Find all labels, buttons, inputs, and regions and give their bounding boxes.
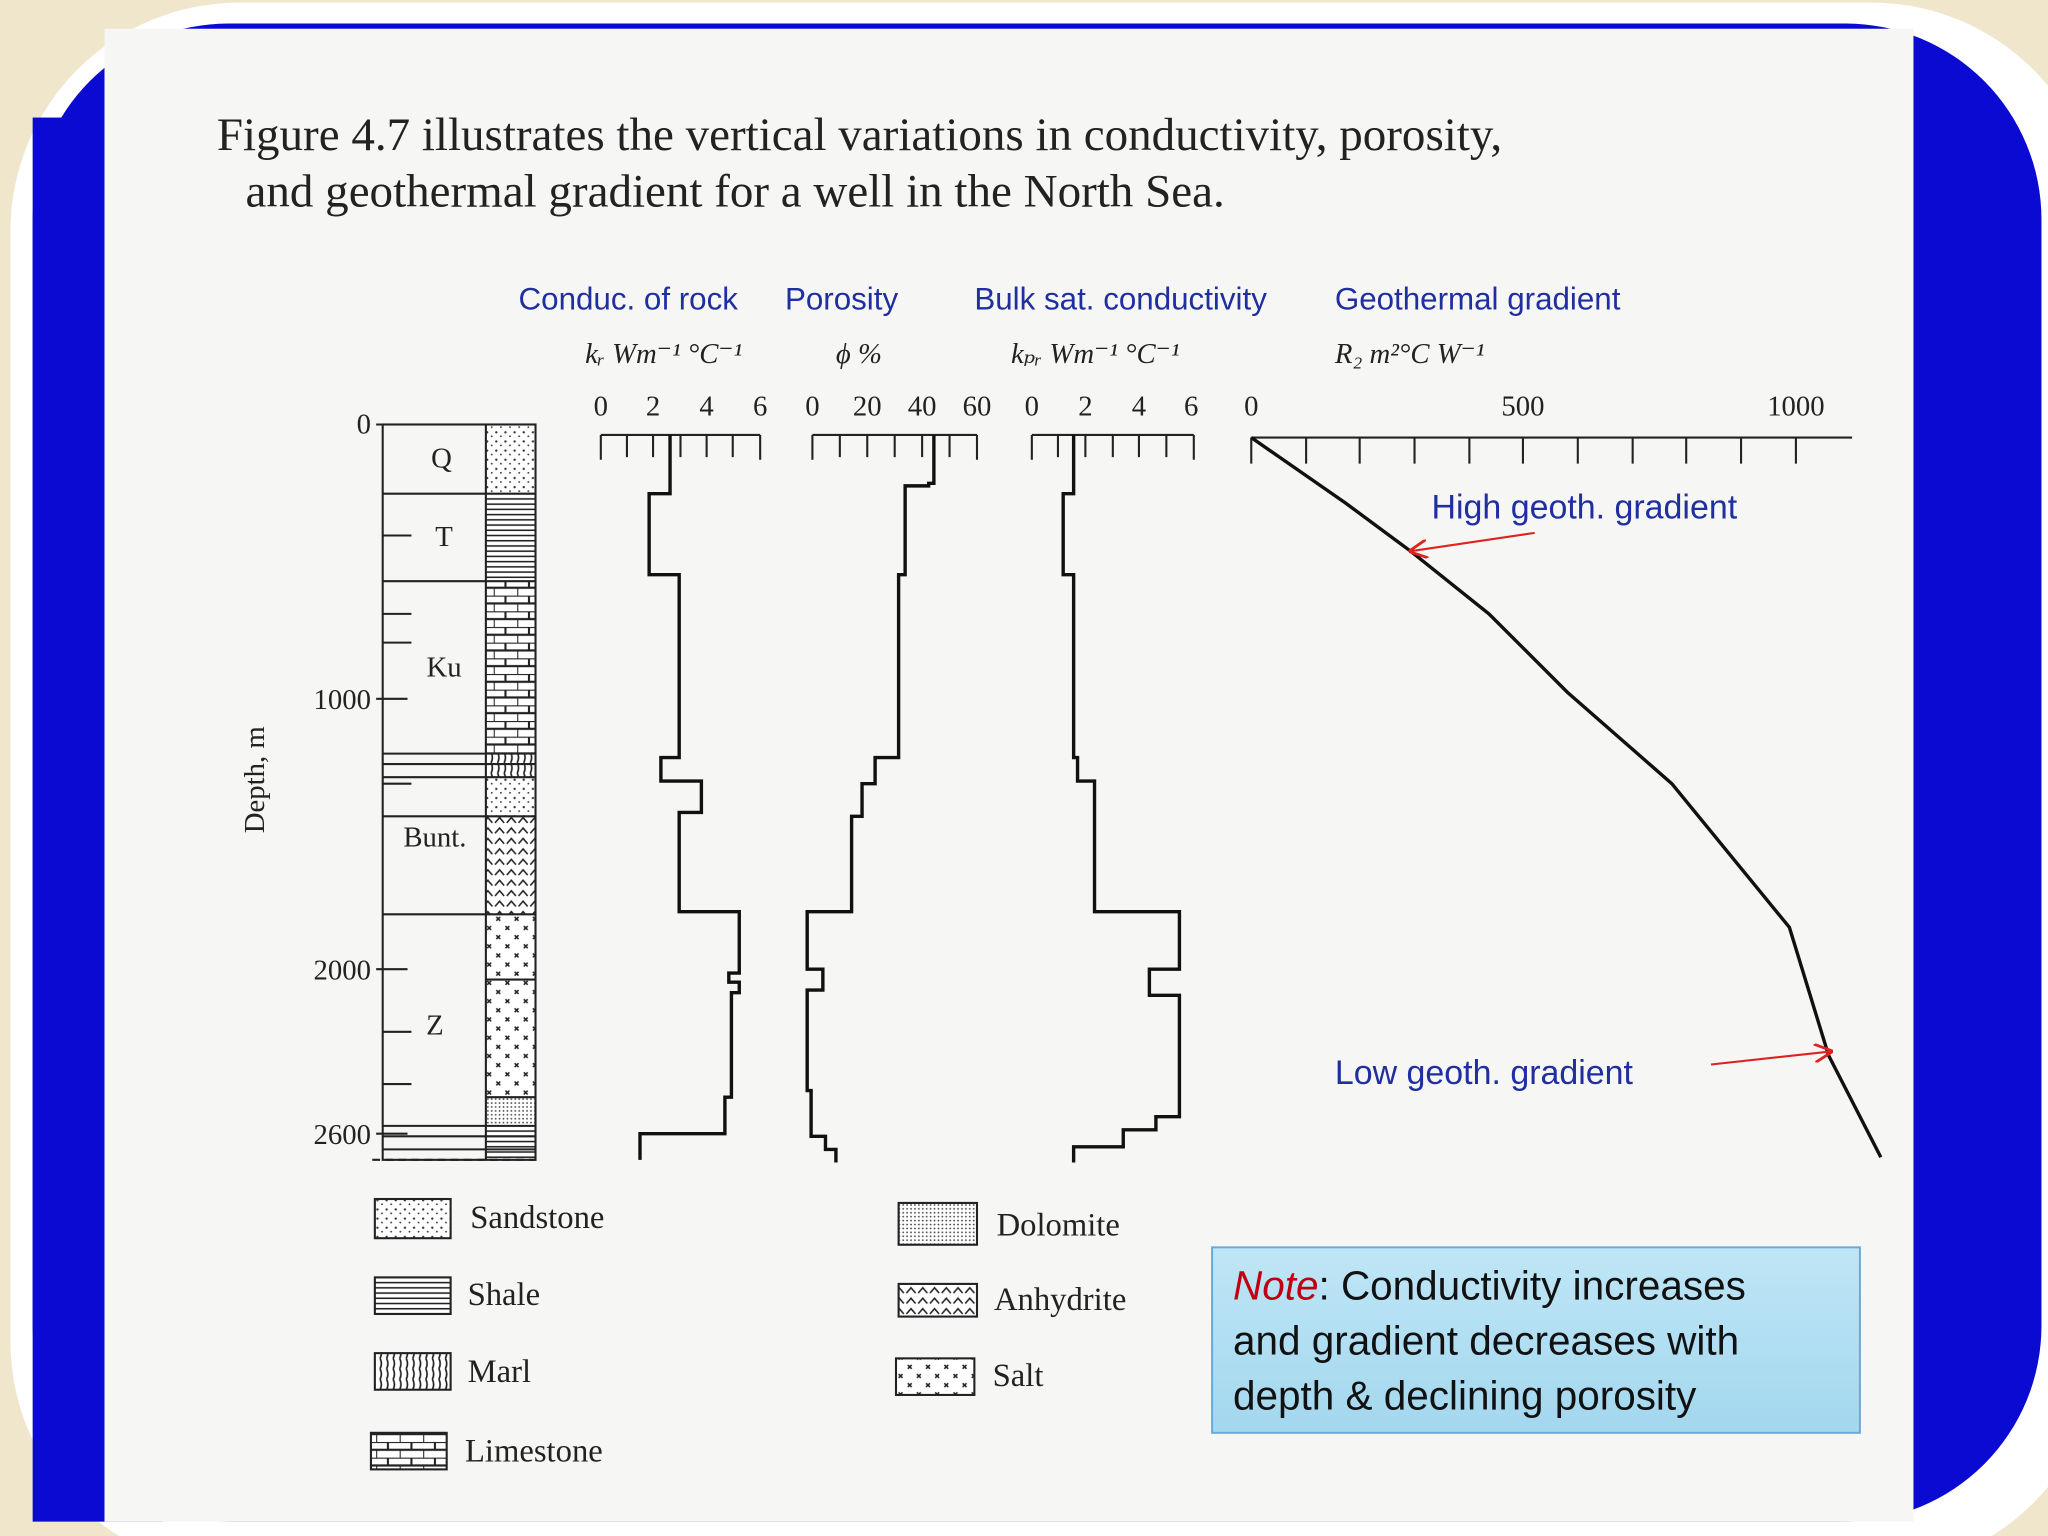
legend-label: Salt [993, 1358, 1044, 1394]
tick-label: 1000 [1767, 390, 1824, 422]
depth-tick-label: 2600 [314, 1119, 371, 1151]
texts: Figure 4.7 illustrates the vertical vari… [217, 109, 1825, 1469]
panel-unit: kᵣ Wm⁻¹ °C⁻¹ [585, 338, 742, 370]
graphic [485, 1125, 536, 1160]
stratum-label: Ku [427, 652, 462, 684]
graphic [485, 493, 536, 582]
tick-label: 6 [753, 390, 767, 422]
bulk-conductivity-profile [1061, 434, 1182, 1163]
note-text: and gradient decreases with [1233, 1317, 1739, 1363]
note-box [1211, 1246, 1861, 1434]
graphic [373, 1197, 452, 1240]
tick-label: 40 [908, 390, 937, 422]
graphic [381, 423, 537, 1161]
graphic [485, 753, 536, 778]
legend-swatches [369, 1197, 979, 1471]
note-text: depth & declining porosity [1233, 1372, 1697, 1418]
stratum-label: T [435, 521, 453, 553]
graphic [897, 1282, 979, 1318]
legend-label: Marl [468, 1354, 531, 1390]
tick-label: 0 [805, 390, 819, 422]
tick-label: 4 [699, 390, 713, 422]
geothermal-gradient-curve [1250, 436, 1883, 1158]
low-arrow [1710, 1051, 1831, 1066]
graphic [369, 1431, 448, 1471]
tick-label: 4 [1132, 390, 1146, 422]
tick-label: 20 [853, 390, 882, 422]
graphic [485, 816, 536, 915]
tick-label: 60 [963, 390, 992, 422]
shape [1030, 433, 1195, 460]
graphic [894, 1357, 976, 1396]
note-emphasis: Note [1233, 1263, 1318, 1309]
panel-title: Bulk sat. conductivity [974, 282, 1267, 317]
panel-title: Porosity [785, 282, 899, 317]
tick-label: 2 [1078, 390, 1092, 422]
depth-axis-label: Depth, m [239, 726, 271, 833]
legend-label: Limestone [465, 1434, 603, 1470]
graphic [373, 1276, 452, 1316]
legend-label: Anhydrite [994, 1282, 1126, 1318]
stratum-label: Z [426, 1009, 444, 1041]
graphic [485, 777, 536, 817]
high-arrow [1411, 531, 1535, 551]
legend-label: Shale [468, 1277, 541, 1313]
panel-title: Conduc. of rock [519, 282, 739, 317]
tick-label: 2 [646, 390, 660, 422]
graphic [897, 1201, 979, 1246]
porosity-profile [805, 434, 936, 1163]
tick-label: 0 [1025, 390, 1039, 422]
shape [1250, 436, 1853, 464]
panel-unit: kₚᵣ Wm⁻¹ °C⁻¹ [1011, 338, 1179, 370]
depth-tick-label: 0 [357, 409, 371, 441]
graphic [485, 581, 536, 754]
legend-label: Sandstone [470, 1200, 604, 1236]
annotation: High geoth. gradient [1432, 489, 1738, 527]
stratum-label: Q [431, 443, 452, 475]
panel-title: Geothermal gradient [1335, 282, 1621, 317]
tick-label: 500 [1501, 390, 1544, 422]
graphic [485, 979, 536, 1098]
graphic [485, 1097, 536, 1126]
stratum-label: Bunt. [403, 821, 466, 853]
depth-tick-label: 2000 [314, 955, 371, 987]
depth-tick-label: 1000 [314, 684, 371, 716]
panel-unit: R₂ m²°C W⁻¹ [1334, 338, 1485, 370]
legend-label: Dolomite [997, 1208, 1120, 1244]
note-text: : Conductivity increases [1318, 1263, 1745, 1309]
tick-label: 0 [1244, 390, 1258, 422]
rock-conductivity-profile [638, 434, 741, 1160]
profile-axes [599, 433, 1853, 464]
shape [599, 433, 762, 460]
tick-label: 0 [594, 390, 608, 422]
shape [811, 433, 979, 460]
graphic [485, 914, 536, 980]
shape [382, 492, 536, 1151]
graphic [485, 424, 536, 494]
annotation: Low geoth. gradient [1335, 1054, 1634, 1092]
strata-column [372, 423, 537, 1161]
shape [376, 423, 408, 1135]
panel-unit: ϕ % [836, 338, 882, 370]
tick-label: 6 [1184, 390, 1198, 422]
caption-line: Figure 4.7 illustrates the vertical vari… [217, 109, 1502, 161]
graphic [373, 1352, 452, 1391]
caption-line: and geothermal gradient for a well in th… [246, 165, 1225, 217]
